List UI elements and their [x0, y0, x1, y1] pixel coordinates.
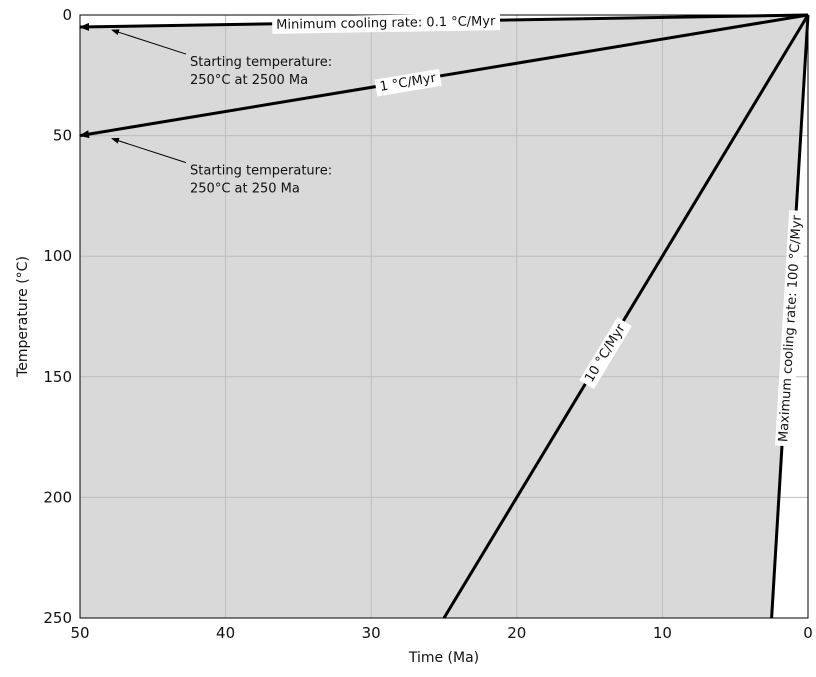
series-line [442, 14, 810, 619]
annotation-pointer [111, 137, 187, 164]
x-tick-label: 10 [653, 624, 672, 642]
y-tick-label: 100 [43, 247, 72, 265]
y-tick-label: 50 [53, 127, 72, 145]
y-tick-label: 200 [43, 488, 72, 506]
annotation-pointer [111, 29, 187, 55]
x-axis-label: Time (Ma) [408, 650, 479, 666]
annotation-line1: Starting temperature: [190, 164, 332, 179]
x-tick-labels: 50 40 30 20 10 0 [70, 624, 812, 642]
x-tick-label: 30 [362, 624, 381, 642]
series-label-bg [374, 69, 442, 97]
series-label-bg [272, 13, 501, 34]
series-label-bg [579, 317, 632, 390]
x-tick-label: 40 [216, 624, 235, 642]
series-line [79, 13, 809, 139]
cooling-envelope-fill [80, 15, 808, 618]
y-tick-label: 0 [62, 6, 72, 24]
x-tick-label: 20 [507, 624, 526, 642]
series-label: Minimum cooling rate: 0.1 °C/Myr [276, 14, 496, 33]
grid-lines [79, 14, 809, 619]
annotation-line1: Starting temperature: [190, 55, 332, 70]
y-tick-labels: 0 50 100 150 200 250 [43, 6, 72, 627]
annotation-layer: Starting temperature: 250°C at 2500 Ma Sta… [111, 29, 332, 197]
x-tick-label: 50 [70, 624, 89, 642]
x-tick-label: 0 [803, 624, 813, 642]
series-label-group: Minimum cooling rate: 0.1 °C/Myr [272, 13, 501, 34]
y-tick-label: 250 [43, 609, 72, 627]
annotation-line2: 250°C at 250 Ma [190, 182, 300, 197]
annotation-line2: 250°C at 2500 Ma [190, 73, 308, 88]
series-label-bg [774, 210, 807, 447]
y-axis-label: Temperature (°C) [15, 256, 31, 378]
y-tick-label: 150 [43, 368, 72, 386]
